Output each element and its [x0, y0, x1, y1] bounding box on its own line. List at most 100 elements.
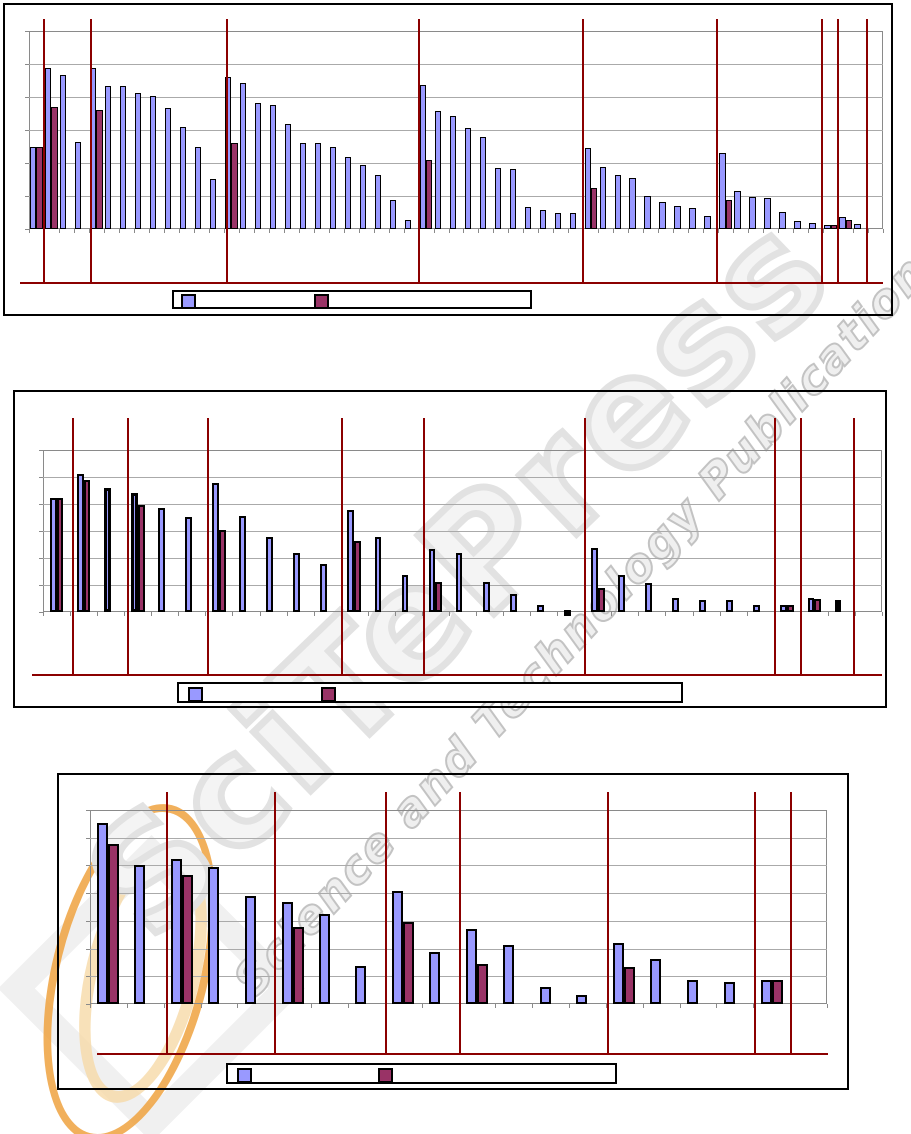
- x-axis-tick: [373, 229, 375, 233]
- gridline: [43, 585, 882, 586]
- x-axis-tick: [253, 229, 255, 233]
- series1-bar: [209, 179, 217, 229]
- series1-bar: [479, 136, 486, 229]
- x-axis-tick: [495, 1004, 497, 1008]
- separator-baseline: [97, 1053, 828, 1055]
- x-axis-tick: [200, 1004, 202, 1008]
- series1-bar: [49, 497, 57, 612]
- series1-bar: [482, 581, 490, 612]
- x-axis-tick: [205, 612, 207, 616]
- gridline: [29, 64, 883, 65]
- series1-bar: [266, 536, 274, 612]
- series1-bar: [834, 600, 842, 612]
- series1-bar: [509, 169, 516, 229]
- series1-bar: [689, 208, 696, 229]
- x-axis-tick: [673, 229, 675, 233]
- series2-bar: [590, 188, 598, 229]
- x-axis-tick: [448, 612, 450, 616]
- x-axis-tick: [854, 612, 856, 616]
- chart-legend: [172, 290, 532, 309]
- series1-bar: [539, 987, 551, 1004]
- x-axis-tick: [433, 229, 435, 233]
- y-axis-tick: [39, 531, 43, 532]
- series1-bar: [674, 206, 681, 229]
- group-separator-line: [836, 19, 839, 282]
- separator-baseline: [20, 282, 883, 284]
- group-separator-line: [226, 19, 229, 282]
- x-axis-tick: [883, 229, 884, 233]
- series2-bar: [182, 874, 194, 1004]
- series1-bar: [779, 211, 786, 229]
- series1-bar: [404, 220, 412, 229]
- series1-bar: [171, 859, 183, 1004]
- x-axis-tick: [328, 229, 330, 233]
- x-axis-tick: [58, 229, 60, 233]
- series1-bar: [614, 175, 621, 229]
- series1-bar: [780, 605, 788, 612]
- x-axis-tick: [458, 1004, 460, 1008]
- x-axis-tick: [478, 229, 480, 233]
- x-axis-tick: [611, 612, 613, 616]
- series1-bar: [314, 143, 322, 229]
- chart-legend: [226, 1063, 617, 1084]
- legend-swatch-series2: [378, 1068, 393, 1083]
- x-axis-tick: [605, 1004, 607, 1008]
- series1-bar: [212, 483, 219, 612]
- series1-bar: [613, 942, 625, 1004]
- x-axis-tick: [658, 229, 660, 233]
- y-axis-tick: [86, 837, 90, 839]
- series1-bar: [455, 552, 463, 612]
- group-separator-line: [865, 19, 868, 282]
- x-axis-tick: [882, 612, 883, 616]
- series1-bar: [753, 605, 761, 612]
- series1-bar: [318, 914, 330, 1004]
- x-axis-tick: [679, 1004, 681, 1008]
- series1-bar: [374, 175, 382, 229]
- x-axis-tick: [642, 1004, 644, 1008]
- series2-bar: [725, 200, 732, 229]
- series2-bar: [36, 147, 43, 229]
- x-axis-tick: [311, 1004, 313, 1008]
- x-axis-tick: [703, 229, 705, 233]
- legend-swatch-series2: [314, 294, 329, 309]
- gridline: [43, 558, 882, 559]
- series1-bar: [76, 473, 84, 612]
- x-axis-tick: [90, 1004, 91, 1008]
- group-separator-line: [820, 19, 823, 282]
- gridline: [90, 976, 827, 978]
- series1-bar: [699, 599, 707, 612]
- series1-bar: [599, 167, 606, 229]
- x-axis-tick: [793, 229, 795, 233]
- x-axis-tick: [448, 229, 450, 233]
- x-axis-tick: [151, 612, 153, 616]
- series1-bar: [704, 215, 711, 229]
- x-axis-tick: [643, 229, 645, 233]
- group-separator-line: [384, 792, 387, 1053]
- x-axis-tick: [719, 612, 721, 616]
- series1-bar: [536, 605, 544, 612]
- x-axis-tick: [232, 612, 234, 616]
- series1-bar: [749, 197, 756, 229]
- y-axis-tick: [39, 477, 43, 478]
- series1-bar: [254, 103, 262, 229]
- group-separator-line: [790, 792, 793, 1053]
- y-axis-tick: [25, 97, 29, 98]
- group-separator-line: [459, 792, 462, 1053]
- x-axis-tick: [808, 229, 810, 233]
- series2-bar: [292, 926, 304, 1004]
- x-axis-tick: [313, 612, 315, 616]
- gridline: [43, 477, 882, 478]
- series1-bar: [60, 75, 67, 229]
- series1-bar: [299, 142, 307, 229]
- x-axis-tick: [163, 1004, 165, 1008]
- x-axis-tick: [193, 229, 195, 233]
- x-axis-tick: [493, 229, 495, 233]
- x-axis-tick: [532, 1004, 534, 1008]
- x-axis-tick: [367, 612, 369, 616]
- series1-bar: [726, 600, 734, 612]
- x-axis-tick: [43, 612, 44, 616]
- series1-bar: [502, 945, 514, 1004]
- series1-bar: [97, 823, 109, 1004]
- group-separator-line: [582, 19, 585, 282]
- series2-bar: [771, 979, 783, 1004]
